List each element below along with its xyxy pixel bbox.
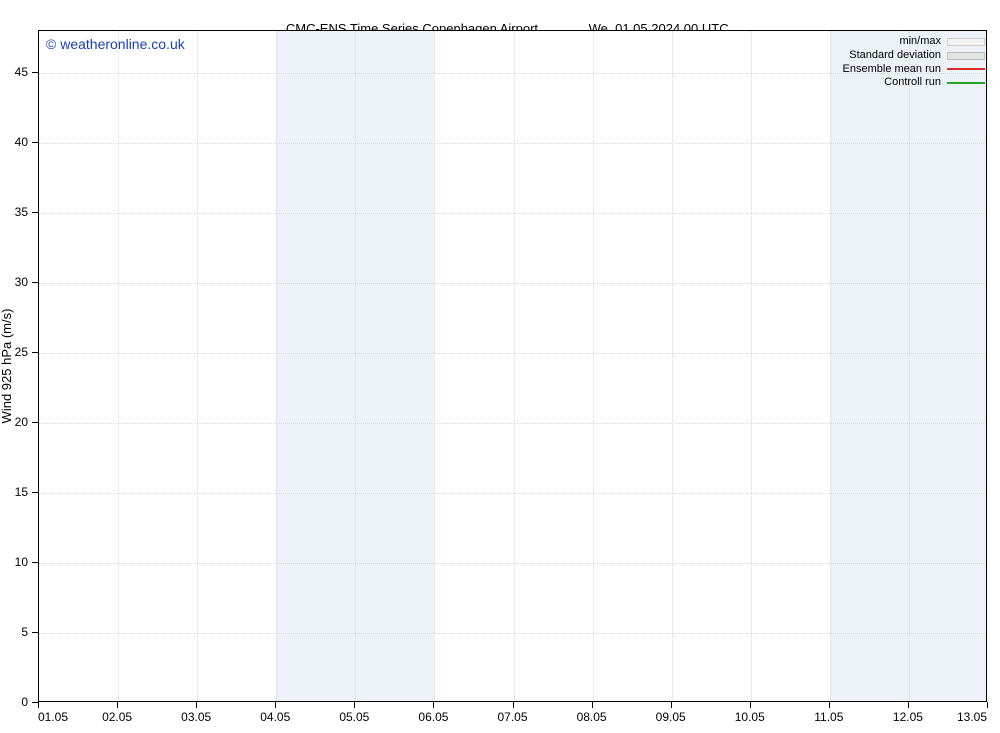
x-tick-mark (196, 702, 197, 708)
gridline-horizontal (39, 283, 986, 284)
gridline-horizontal (39, 143, 986, 144)
y-tick-label: 0 (0, 695, 28, 709)
legend-swatch (947, 52, 985, 60)
gridline-vertical (909, 31, 910, 701)
x-tick-label: 07.05 (483, 710, 543, 724)
y-tick-mark (32, 492, 38, 493)
y-tick-mark (32, 352, 38, 353)
x-tick-label: 11.05 (799, 710, 859, 724)
gridline-horizontal (39, 213, 986, 214)
gridline-horizontal (39, 493, 986, 494)
gridline-vertical (197, 31, 198, 701)
x-tick-mark (829, 702, 830, 708)
y-tick-mark (32, 72, 38, 73)
x-tick-label: 10.05 (720, 710, 780, 724)
legend-label: Controll run (884, 76, 941, 90)
legend-label: Standard deviation (849, 49, 941, 63)
y-tick-label: 40 (0, 135, 28, 149)
x-tick-label: 09.05 (641, 710, 701, 724)
y-tick-label: 25 (0, 345, 28, 359)
gridline-vertical (276, 31, 277, 701)
gridline-vertical (118, 31, 119, 701)
x-tick-label: 06.05 (403, 710, 463, 724)
y-tick-label: 10 (0, 555, 28, 569)
x-tick-mark (908, 702, 909, 708)
y-axis-label: Wind 925 hPa (m/s) (0, 309, 14, 424)
gridline-vertical (593, 31, 594, 701)
y-tick-mark (32, 212, 38, 213)
y-tick-label: 35 (0, 205, 28, 219)
gridline-vertical (830, 31, 831, 701)
legend-item: Ensemble mean run (843, 63, 985, 77)
y-tick-mark (32, 632, 38, 633)
x-tick-mark (671, 702, 672, 708)
x-tick-mark (513, 702, 514, 708)
y-tick-mark (32, 282, 38, 283)
y-tick-label: 5 (0, 625, 28, 639)
x-tick-label: 02.05 (87, 710, 147, 724)
gridline-vertical (514, 31, 515, 701)
x-tick-label: 03.05 (166, 710, 226, 724)
x-tick-label: 01.05 (38, 710, 88, 724)
legend: min/maxStandard deviationEnsemble mean r… (843, 35, 985, 90)
gridline-horizontal (39, 423, 986, 424)
chart-container: { "title": { "left": "CMC-ENS Time Serie… (0, 0, 1000, 733)
x-tick-label: 13.05 (937, 710, 987, 724)
x-tick-mark (433, 702, 434, 708)
x-tick-label: 04.05 (245, 710, 305, 724)
plot-area (38, 30, 987, 702)
y-tick-mark (32, 422, 38, 423)
gridline-vertical (434, 31, 435, 701)
legend-item: Standard deviation (843, 49, 985, 63)
y-tick-label: 30 (0, 275, 28, 289)
legend-label: min/max (899, 35, 941, 49)
x-tick-mark (117, 702, 118, 708)
gridline-horizontal (39, 563, 986, 564)
y-tick-mark (32, 562, 38, 563)
gridline-vertical (751, 31, 752, 701)
y-tick-label: 15 (0, 485, 28, 499)
y-tick-mark (32, 142, 38, 143)
x-tick-label: 08.05 (562, 710, 622, 724)
x-tick-mark (275, 702, 276, 708)
legend-item: Controll run (843, 76, 985, 90)
legend-label: Ensemble mean run (843, 63, 941, 77)
gridline-horizontal (39, 353, 986, 354)
legend-swatch (947, 82, 985, 84)
gridline-horizontal (39, 633, 986, 634)
x-tick-mark (987, 702, 988, 708)
watermark-text: © weatheronline.co.uk (46, 36, 185, 52)
x-tick-mark (38, 702, 39, 708)
y-tick-label: 45 (0, 65, 28, 79)
x-tick-mark (592, 702, 593, 708)
x-tick-label: 05.05 (324, 710, 384, 724)
x-tick-mark (354, 702, 355, 708)
x-tick-label: 12.05 (878, 710, 938, 724)
legend-item: min/max (843, 35, 985, 49)
gridline-vertical (355, 31, 356, 701)
x-tick-mark (750, 702, 751, 708)
legend-swatch (947, 38, 985, 46)
legend-swatch (947, 68, 985, 70)
gridline-vertical (672, 31, 673, 701)
y-tick-label: 20 (0, 415, 28, 429)
